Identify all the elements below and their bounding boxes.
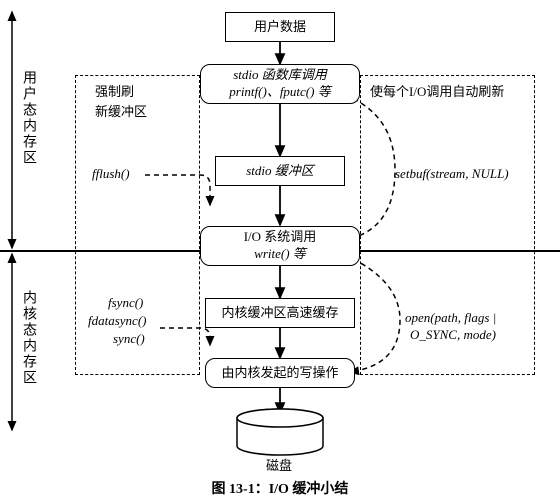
fflush-label: fflush(): [92, 166, 130, 183]
right-region-label: 使每个I/O调用自动刷新: [370, 84, 504, 101]
figure-caption: 图 13-1：I/O 缓冲小结: [0, 478, 560, 498]
open-l2: O_SYNC, mode): [410, 327, 496, 344]
user-data-text: 用户数据: [254, 19, 306, 36]
node-stdio-call: stdio 函数库调用 printf()、fputc() 等: [200, 64, 360, 104]
node-user-data: 用户数据: [225, 12, 335, 42]
io-syscall-l2: write() 等: [254, 246, 306, 263]
fsync-l1: fsync(): [108, 295, 143, 312]
left-region-l1: 强制刷: [95, 84, 134, 101]
stdio-call-l2: printf()、fputc() 等: [229, 84, 330, 101]
fsync-l2: fdatasync(): [88, 313, 146, 330]
vlabel-kernel: 内核态内存区: [18, 290, 38, 386]
stdio-buf-text: stdio 缓冲区: [246, 163, 314, 180]
node-kernel-write: 由内核发起的写操作: [205, 358, 355, 388]
vlabel-user: 用户态内存区: [18, 70, 38, 166]
fsync-l3: sync(): [113, 331, 145, 348]
left-region-l2: 新缓冲区: [95, 104, 147, 121]
disk-text: 磁盘: [266, 458, 292, 475]
io-syscall-l1: I/O 系统调用: [244, 229, 317, 246]
open-l1: open(path, flags |: [405, 310, 496, 327]
node-io-syscall: I/O 系统调用 write() 等: [200, 226, 360, 266]
stdio-call-l1: stdio 函数库调用: [233, 67, 327, 84]
node-stdio-buf: stdio 缓冲区: [215, 156, 345, 186]
kernel-write-text: 由内核发起的写操作: [221, 365, 338, 382]
node-kernel-cache: 内核缓冲区高速缓存: [205, 298, 355, 328]
setvbuf-label: setbuf(stream, NULL): [395, 166, 509, 183]
node-disk: [235, 408, 325, 458]
kernel-cache-text: 内核缓冲区高速缓存: [221, 305, 338, 322]
